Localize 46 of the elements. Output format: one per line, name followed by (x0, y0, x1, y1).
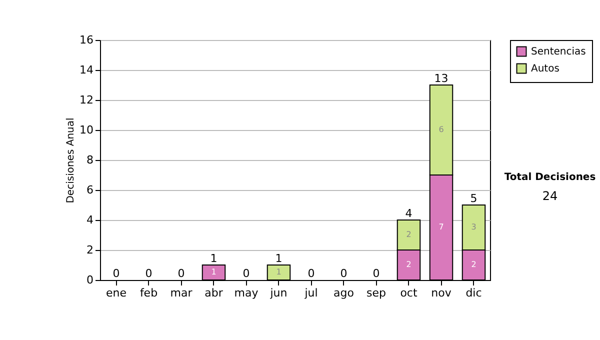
y-tick-label: 4 (86, 214, 94, 226)
data-label: 3 (471, 222, 476, 232)
x-tick-label: feb (140, 286, 158, 300)
legend-label: Autos (531, 64, 560, 74)
y-tick-label: 10 (80, 124, 94, 136)
x-tick-label: jul (304, 286, 318, 300)
x-tick-label: may (234, 286, 259, 300)
total-label: 0 (308, 267, 315, 280)
total-label: 5 (470, 192, 478, 205)
total-label: 0 (242, 267, 250, 280)
data-label: 7 (438, 222, 444, 232)
x-tick-label: dic (466, 286, 482, 300)
text: 24 (541, 189, 559, 203)
x-tick-label: nov (431, 286, 452, 300)
data-label: 2 (471, 260, 476, 269)
x-tick-label: jun (269, 286, 288, 300)
data-label: 1 (276, 268, 282, 276)
text: Total Decisiones (503, 172, 597, 183)
x-tick-label: mar (170, 286, 193, 300)
y-axis-title: Decisiones Anual (66, 118, 77, 204)
y-tick-label: 12 (80, 94, 94, 106)
total-label: 0 (145, 267, 152, 280)
y-tick-label: 16 (80, 34, 94, 46)
total-label: 13 (434, 72, 448, 85)
data-label: 2 (406, 230, 412, 239)
legend-label: Sentencias (531, 46, 586, 58)
data-label: 6 (438, 125, 444, 134)
y-tick-label: 8 (86, 154, 94, 166)
total-label: 1 (275, 252, 282, 265)
x-tick-label: ene (106, 286, 127, 300)
y-tick-label: 0 (86, 274, 94, 286)
data-label: 1 (211, 268, 216, 276)
y-tick-label: 6 (86, 184, 94, 196)
y-tick-label: 2 (86, 244, 94, 256)
data-label: 2 (406, 260, 412, 269)
y-tick-label: 14 (80, 64, 94, 76)
total-label: 0 (372, 267, 380, 280)
x-tick-label: oct (400, 286, 418, 300)
total-label: 0 (340, 267, 348, 280)
x-tick-label: sep (366, 286, 386, 300)
total-label: 0 (112, 267, 120, 280)
x-tick-label: ago (334, 286, 354, 300)
total-label: 4 (405, 207, 412, 220)
total-label: 1 (210, 252, 218, 265)
total-label: 0 (178, 267, 185, 280)
x-tick-label: abr (204, 286, 224, 300)
